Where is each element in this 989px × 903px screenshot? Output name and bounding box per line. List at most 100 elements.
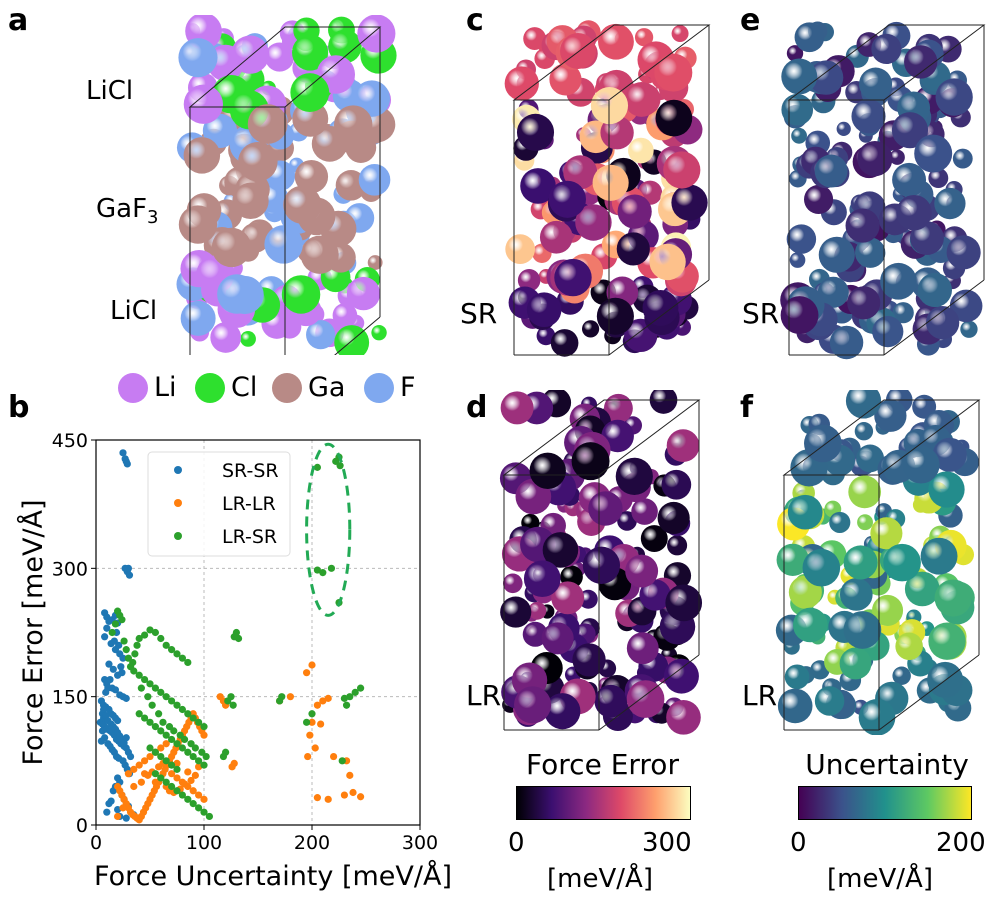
atom (856, 444, 885, 473)
data-point (173, 650, 181, 658)
data-point (308, 710, 316, 718)
atom (232, 182, 269, 219)
data-point (336, 462, 344, 470)
data-point (148, 701, 156, 709)
data-point (133, 641, 141, 649)
cell-box-edge (878, 654, 980, 731)
data-point (129, 658, 137, 667)
data-point (351, 688, 359, 696)
data-point (200, 761, 208, 769)
atom (639, 579, 671, 611)
data-point (144, 693, 152, 701)
atom (572, 643, 606, 677)
label-sr-e: SR (742, 297, 780, 330)
structure-panel-a (176, 15, 397, 355)
data-point (115, 641, 123, 649)
f-legend-label: F (400, 372, 416, 403)
data-point (311, 744, 319, 752)
label-gaf3-sub: 3 (147, 207, 159, 229)
atom (505, 234, 536, 265)
atom (858, 698, 896, 735)
data-point (157, 744, 165, 752)
atom (857, 514, 873, 531)
atom (843, 545, 878, 580)
data-point (303, 718, 311, 726)
data-point (184, 658, 192, 667)
atom (663, 151, 701, 189)
atom (855, 237, 886, 268)
data-point (200, 808, 208, 816)
atom (949, 289, 983, 323)
atom (789, 252, 806, 268)
data-point (162, 693, 170, 701)
atom (904, 45, 938, 79)
data-point (151, 770, 159, 778)
series-lr-sr (108, 453, 365, 821)
atom (563, 155, 598, 190)
atom (333, 105, 373, 144)
atom (514, 686, 552, 724)
atom (596, 297, 634, 335)
atom (952, 148, 973, 169)
atom (851, 99, 886, 134)
atom (210, 322, 242, 353)
data-point (105, 660, 113, 668)
atom-spheres (780, 21, 983, 360)
data-point (191, 771, 199, 779)
data-point (195, 763, 203, 771)
atom (247, 104, 288, 144)
atom (902, 446, 940, 484)
legend-marker-lr-sr (174, 532, 182, 540)
cell-box-edge (883, 279, 985, 356)
data-point (189, 752, 197, 761)
panel-letter-d: d (466, 390, 488, 425)
data-point (224, 697, 232, 705)
species-legend-li: Li (118, 372, 177, 403)
data-point (195, 757, 203, 765)
atom (892, 162, 927, 197)
data-point (357, 793, 365, 801)
data-point (135, 634, 143, 643)
atom (845, 208, 880, 243)
atom (631, 498, 658, 525)
atom (793, 607, 828, 643)
atom (859, 67, 893, 101)
data-point (146, 744, 154, 752)
atom (874, 399, 907, 432)
atom (784, 664, 810, 690)
data-point (109, 665, 117, 673)
cell-box-edge (598, 654, 700, 731)
data-point (117, 663, 125, 671)
data-point (146, 626, 154, 634)
data-point (178, 654, 186, 662)
atom (889, 149, 905, 165)
data-point (121, 564, 129, 572)
label-gaf3: GaF3 (96, 196, 159, 227)
data-point (229, 701, 237, 709)
x-tick-label: 0 (90, 832, 102, 854)
atom (895, 632, 923, 661)
data-point (162, 778, 170, 786)
atom (536, 326, 556, 346)
atom (281, 275, 321, 314)
atom (847, 286, 881, 320)
atom-spheres (499, 390, 703, 735)
atom (582, 546, 621, 584)
scatter-chart: 0 100 200 300 0 150 300 450 Force Uncertainty [m… (17, 430, 452, 892)
atom (217, 274, 257, 314)
x-tick-label: 200 (294, 832, 330, 854)
atom (581, 320, 600, 338)
data-point (122, 457, 130, 465)
atom (671, 25, 689, 43)
atom (848, 475, 882, 509)
data-point (120, 637, 128, 645)
atom (960, 320, 978, 338)
atom (240, 331, 256, 347)
data-point (126, 752, 135, 761)
data-point (130, 782, 138, 791)
legend-label-lr-lr: LR-LR (222, 493, 276, 515)
data-point (99, 705, 108, 714)
f-swatch (364, 372, 394, 403)
data-point (162, 740, 170, 748)
data-point (195, 791, 203, 799)
